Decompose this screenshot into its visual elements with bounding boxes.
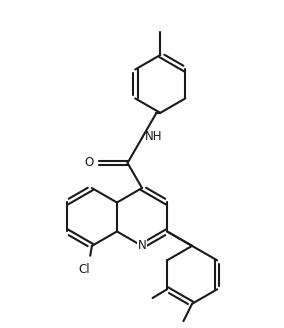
Text: O: O xyxy=(84,156,93,170)
Text: NH: NH xyxy=(145,130,162,143)
Text: N: N xyxy=(138,239,146,253)
Text: Cl: Cl xyxy=(78,263,90,276)
